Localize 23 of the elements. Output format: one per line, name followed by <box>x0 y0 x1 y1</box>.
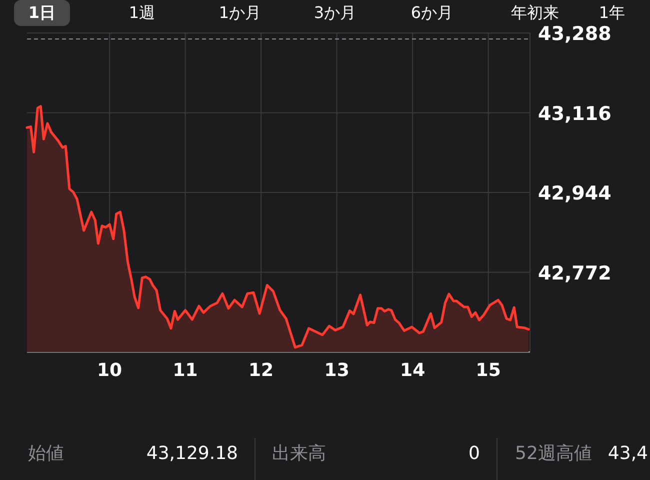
text: 52週高値 <box>515 443 592 464</box>
text: 0 <box>468 443 480 464</box>
text: 1日 <box>28 3 56 22</box>
text: 1週 <box>128 3 156 22</box>
text: 1か月 <box>218 3 262 22</box>
text: 始値 <box>28 443 64 464</box>
text: 43,4 <box>608 443 648 464</box>
x-tick-label: 15 <box>476 360 501 381</box>
text: 3か月 <box>314 3 356 22</box>
text: 出来高 <box>272 443 326 464</box>
text: 年初来 <box>511 3 559 22</box>
x-tick-label: 11 <box>172 360 198 381</box>
text: 6か月 <box>410 3 454 22</box>
x-tick-label: 12 <box>248 360 274 381</box>
y-tick-label: 43,116 <box>538 102 612 125</box>
x-tick-label: 14 <box>400 360 426 381</box>
x-tick-label: 10 <box>97 360 122 381</box>
y-tick-label: 43,288 <box>538 23 612 45</box>
x-tick-label: 13 <box>324 360 350 381</box>
text: 43,129.18 <box>146 443 238 464</box>
y-tick-label: 42,944 <box>538 182 612 204</box>
text: 1年 <box>598 3 626 22</box>
y-tick-label: 42,772 <box>538 262 612 284</box>
